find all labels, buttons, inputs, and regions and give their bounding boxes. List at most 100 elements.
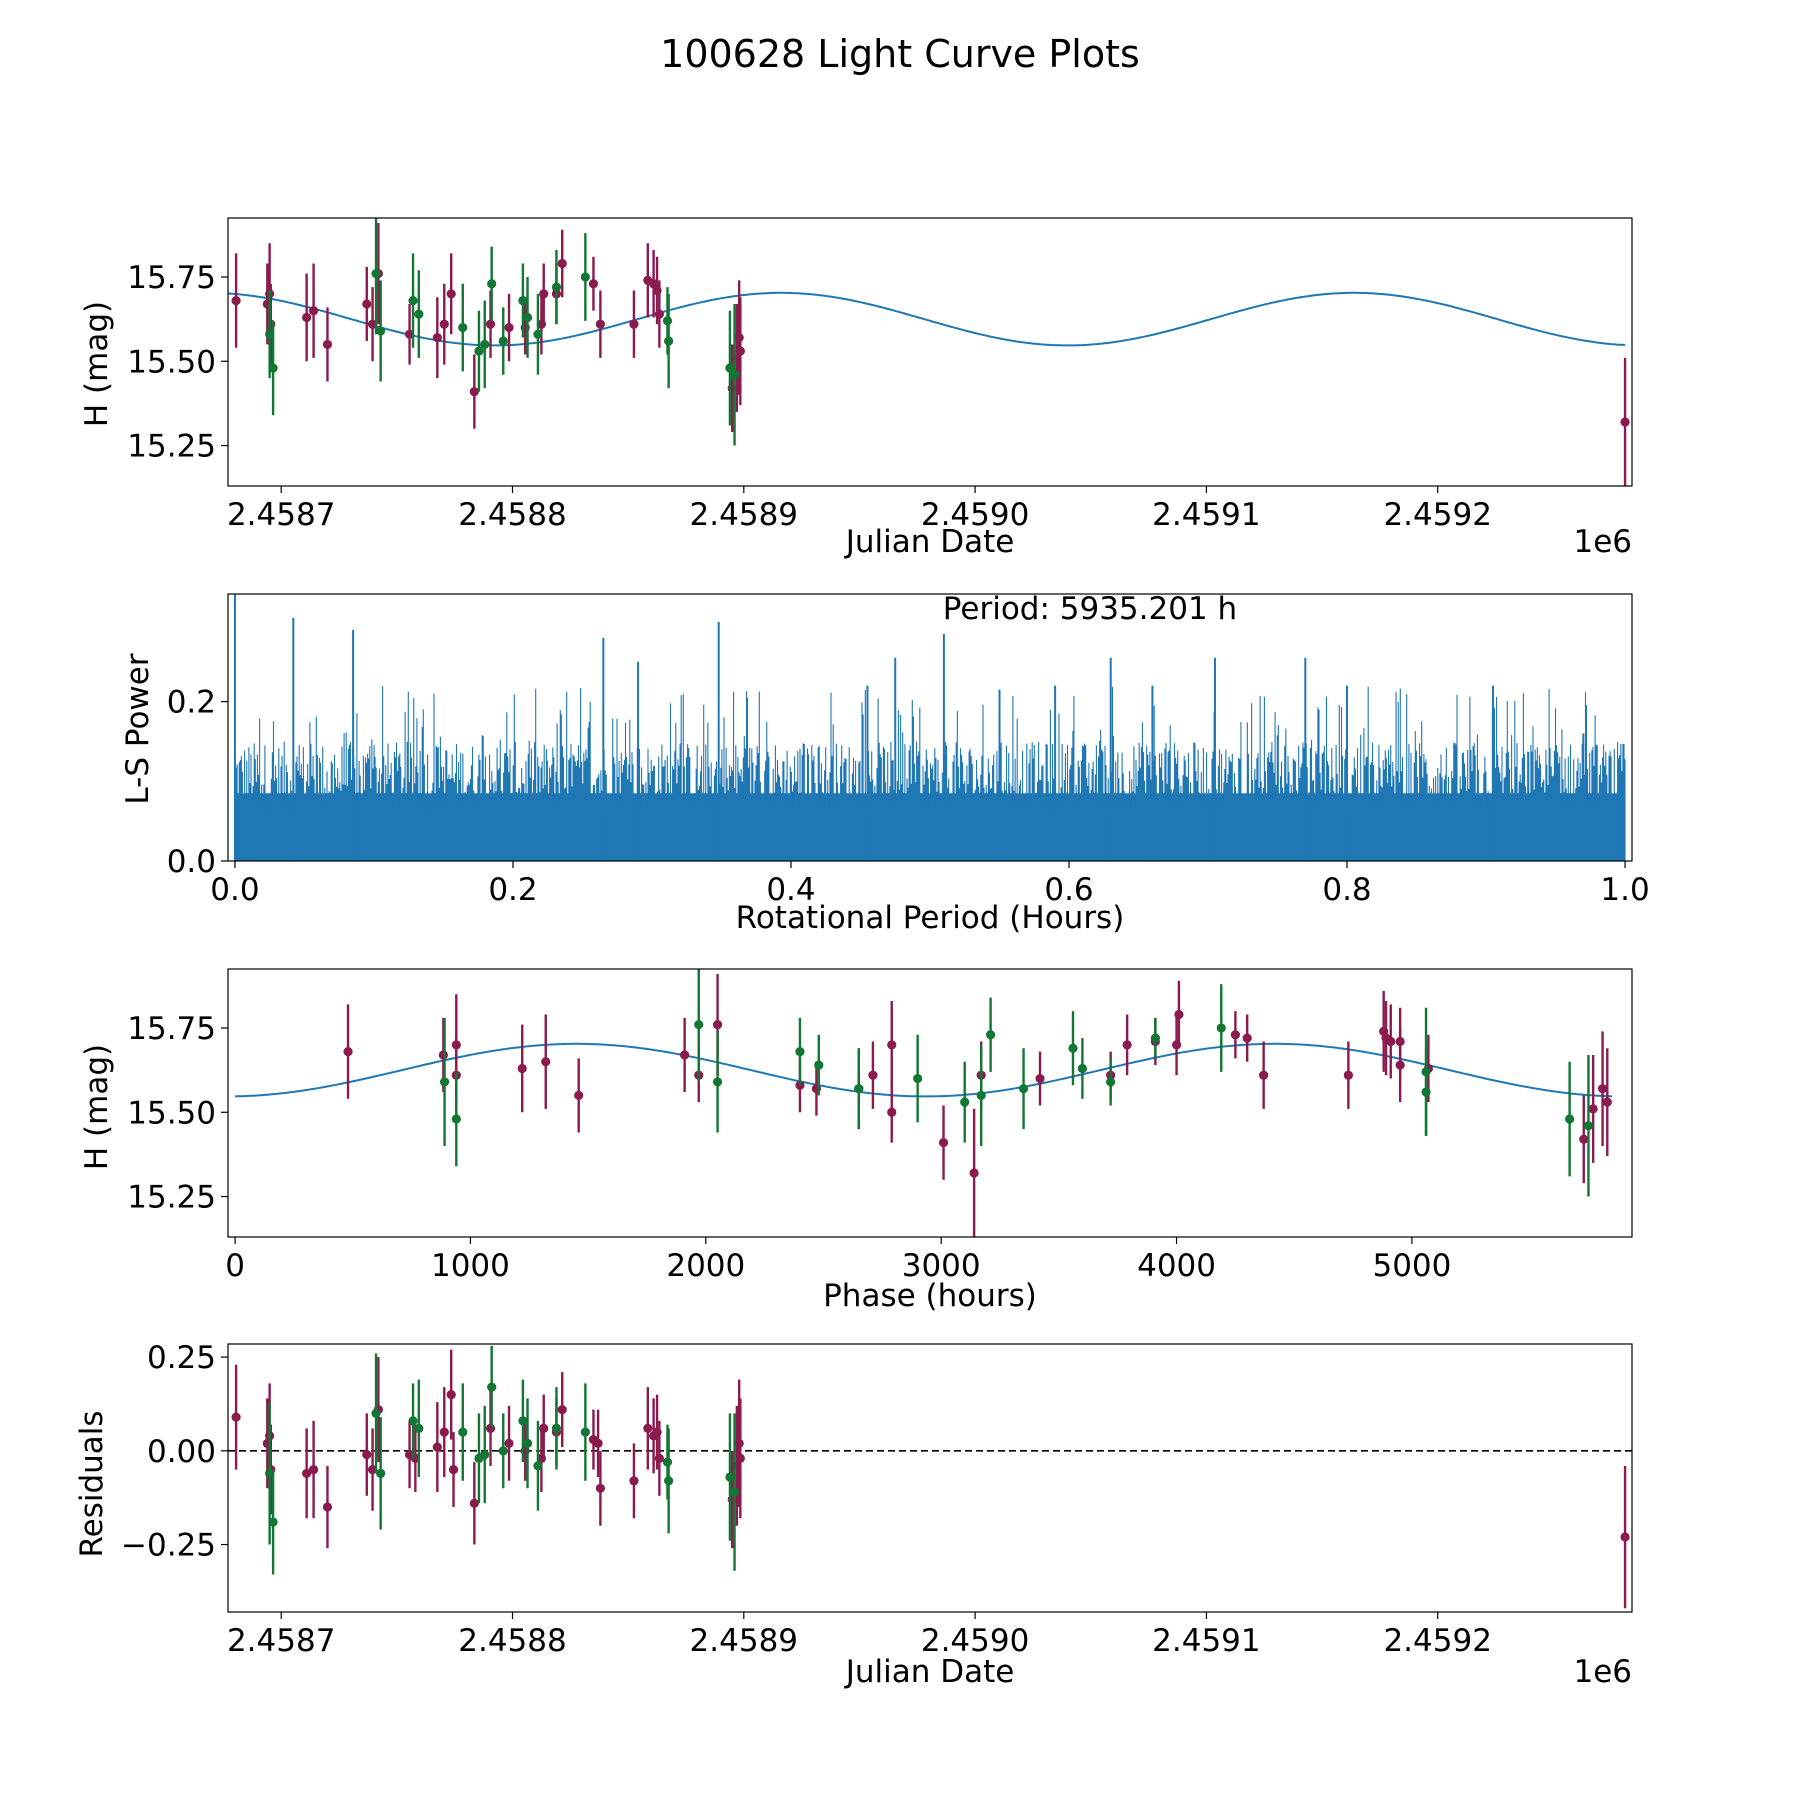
data-point-r bbox=[308, 1464, 319, 1475]
data-point-g bbox=[268, 1517, 278, 1527]
periodogram-xlabel: Rotational Period (Hours) bbox=[736, 900, 1125, 936]
data-point-g bbox=[498, 336, 508, 346]
period-annotation: Period: 5935.201 h bbox=[943, 591, 1237, 627]
data-point-g bbox=[518, 1416, 528, 1426]
data-point-r bbox=[1620, 417, 1630, 427]
data-point-g bbox=[371, 1408, 381, 1418]
lightcurve-panel: Julian Date H (mag) 1e6 2.4587 2.4588 2.45… bbox=[79, 217, 1633, 560]
data-point-r bbox=[1230, 1030, 1240, 1040]
lightcurve-ytick-label: 15.50 bbox=[127, 344, 216, 380]
data-point-g bbox=[1077, 1063, 1088, 1074]
lightcurve-xtick-label: 2.4588 bbox=[458, 497, 566, 533]
data-point-r bbox=[362, 299, 372, 309]
data-point-g bbox=[580, 272, 590, 282]
data-point-r bbox=[1386, 1036, 1396, 1047]
lightcurve-x-offset: 1e6 bbox=[1573, 524, 1632, 560]
data-point-r bbox=[629, 319, 639, 329]
data-point-g bbox=[986, 1030, 996, 1040]
lightcurve-xtick-label: 2.4589 bbox=[690, 497, 798, 533]
data-point-g bbox=[498, 1446, 508, 1456]
data-point-r bbox=[446, 1390, 456, 1400]
data-point-r bbox=[504, 322, 514, 333]
data-point-g bbox=[960, 1097, 970, 1107]
data-point-g bbox=[376, 326, 386, 336]
data-point-g bbox=[480, 1449, 490, 1460]
data-point-r bbox=[1242, 1033, 1252, 1043]
periodogram-xtick-label: 1.0 bbox=[1600, 872, 1649, 908]
data-point-g bbox=[522, 312, 533, 323]
data-point-r bbox=[557, 1404, 567, 1415]
data-point-g bbox=[795, 1046, 805, 1057]
data-point-g bbox=[408, 295, 418, 306]
data-point-g bbox=[725, 363, 735, 373]
periodogram-ylabel: L-S Power bbox=[120, 653, 156, 804]
lightcurve-xtick-label: 2.4591 bbox=[1152, 497, 1260, 533]
fit-curve bbox=[228, 291, 1626, 347]
data-point-r bbox=[302, 1468, 312, 1478]
data-point-r bbox=[541, 1057, 551, 1067]
lightcurve-xtick-label: 2.4587 bbox=[227, 497, 335, 533]
data-point-g bbox=[976, 1090, 986, 1101]
data-point-r bbox=[446, 289, 456, 299]
phased-xtick-label: 5000 bbox=[1372, 1248, 1451, 1284]
residuals-xtick-label: 2.4590 bbox=[921, 1623, 1029, 1659]
data-point-r bbox=[1579, 1134, 1589, 1144]
data-point-g bbox=[518, 295, 528, 306]
power-spectrum-line bbox=[234, 686, 1626, 861]
figure-title: 100628 Light Curve Plots bbox=[660, 32, 1140, 76]
data-point-g bbox=[1018, 1084, 1029, 1094]
data-point-g bbox=[458, 1427, 468, 1437]
periodogram-plot-area bbox=[233, 594, 1626, 861]
phased-axes-frame bbox=[227, 968, 1633, 1238]
phased-ytick-label: 15.75 bbox=[127, 1011, 216, 1047]
data-point-r bbox=[868, 1070, 878, 1080]
data-point-r bbox=[595, 1483, 605, 1493]
data-point-g bbox=[664, 1476, 674, 1486]
data-point-r bbox=[322, 1502, 333, 1512]
data-point-g bbox=[439, 1077, 450, 1087]
phased-xtick-label: 3000 bbox=[902, 1248, 981, 1284]
data-point-g bbox=[729, 1487, 740, 1497]
data-point-g bbox=[725, 1472, 735, 1482]
data-point-r bbox=[517, 1063, 527, 1074]
data-point-g bbox=[1106, 1077, 1116, 1087]
data-point-r bbox=[969, 1168, 979, 1178]
data-point-g bbox=[580, 1427, 590, 1437]
data-point-g bbox=[414, 309, 424, 319]
data-point-r bbox=[1174, 1009, 1184, 1020]
data-point-r bbox=[629, 1476, 639, 1486]
data-point-g bbox=[487, 1382, 497, 1392]
data-point-r bbox=[343, 1046, 353, 1057]
data-point-g bbox=[854, 1084, 864, 1094]
periodogram-xtick-label: 0.2 bbox=[488, 872, 537, 908]
periodogram-xtick-label: 0.0 bbox=[210, 872, 259, 908]
residuals-xtick-label: 2.4589 bbox=[690, 1623, 798, 1659]
data-point-g bbox=[268, 363, 278, 373]
phased-panel: Phase (hours) H (mag) 0 1000 2000 3000 4000 5… bbox=[79, 968, 1633, 1314]
periodogram-panel: Rotational Period (Hours) L-S Power Peri… bbox=[120, 591, 1650, 936]
phased-ylabel: H (mag) bbox=[79, 1044, 115, 1170]
periodogram-xtick-label: 0.8 bbox=[1322, 872, 1371, 908]
data-point-g bbox=[408, 1416, 418, 1426]
lightcurve-ytick-label: 15.75 bbox=[127, 260, 216, 296]
residuals-axes-frame bbox=[227, 1343, 1633, 1613]
data-point-r bbox=[539, 289, 549, 299]
data-point-r bbox=[362, 1449, 372, 1460]
data-point-r bbox=[432, 333, 442, 343]
residuals-x-offset: 1e6 bbox=[1573, 1654, 1632, 1690]
data-point-g bbox=[712, 1077, 723, 1087]
data-point-r bbox=[308, 306, 319, 316]
data-point-r bbox=[231, 295, 241, 306]
phased-ytick-label: 15.50 bbox=[127, 1095, 216, 1131]
data-point-r bbox=[448, 1464, 459, 1475]
data-point-g bbox=[913, 1073, 923, 1084]
phased-xtick-label: 0 bbox=[225, 1248, 245, 1284]
data-point-g bbox=[533, 329, 543, 339]
data-point-r bbox=[485, 319, 496, 329]
lightcurve-xtick-label: 2.4590 bbox=[921, 497, 1029, 533]
data-point-g bbox=[1583, 1121, 1594, 1131]
data-point-r bbox=[539, 1423, 549, 1433]
data-point-r bbox=[469, 387, 479, 397]
data-point-r bbox=[1122, 1040, 1132, 1050]
residuals-ylabel: Residuals bbox=[74, 1410, 110, 1557]
